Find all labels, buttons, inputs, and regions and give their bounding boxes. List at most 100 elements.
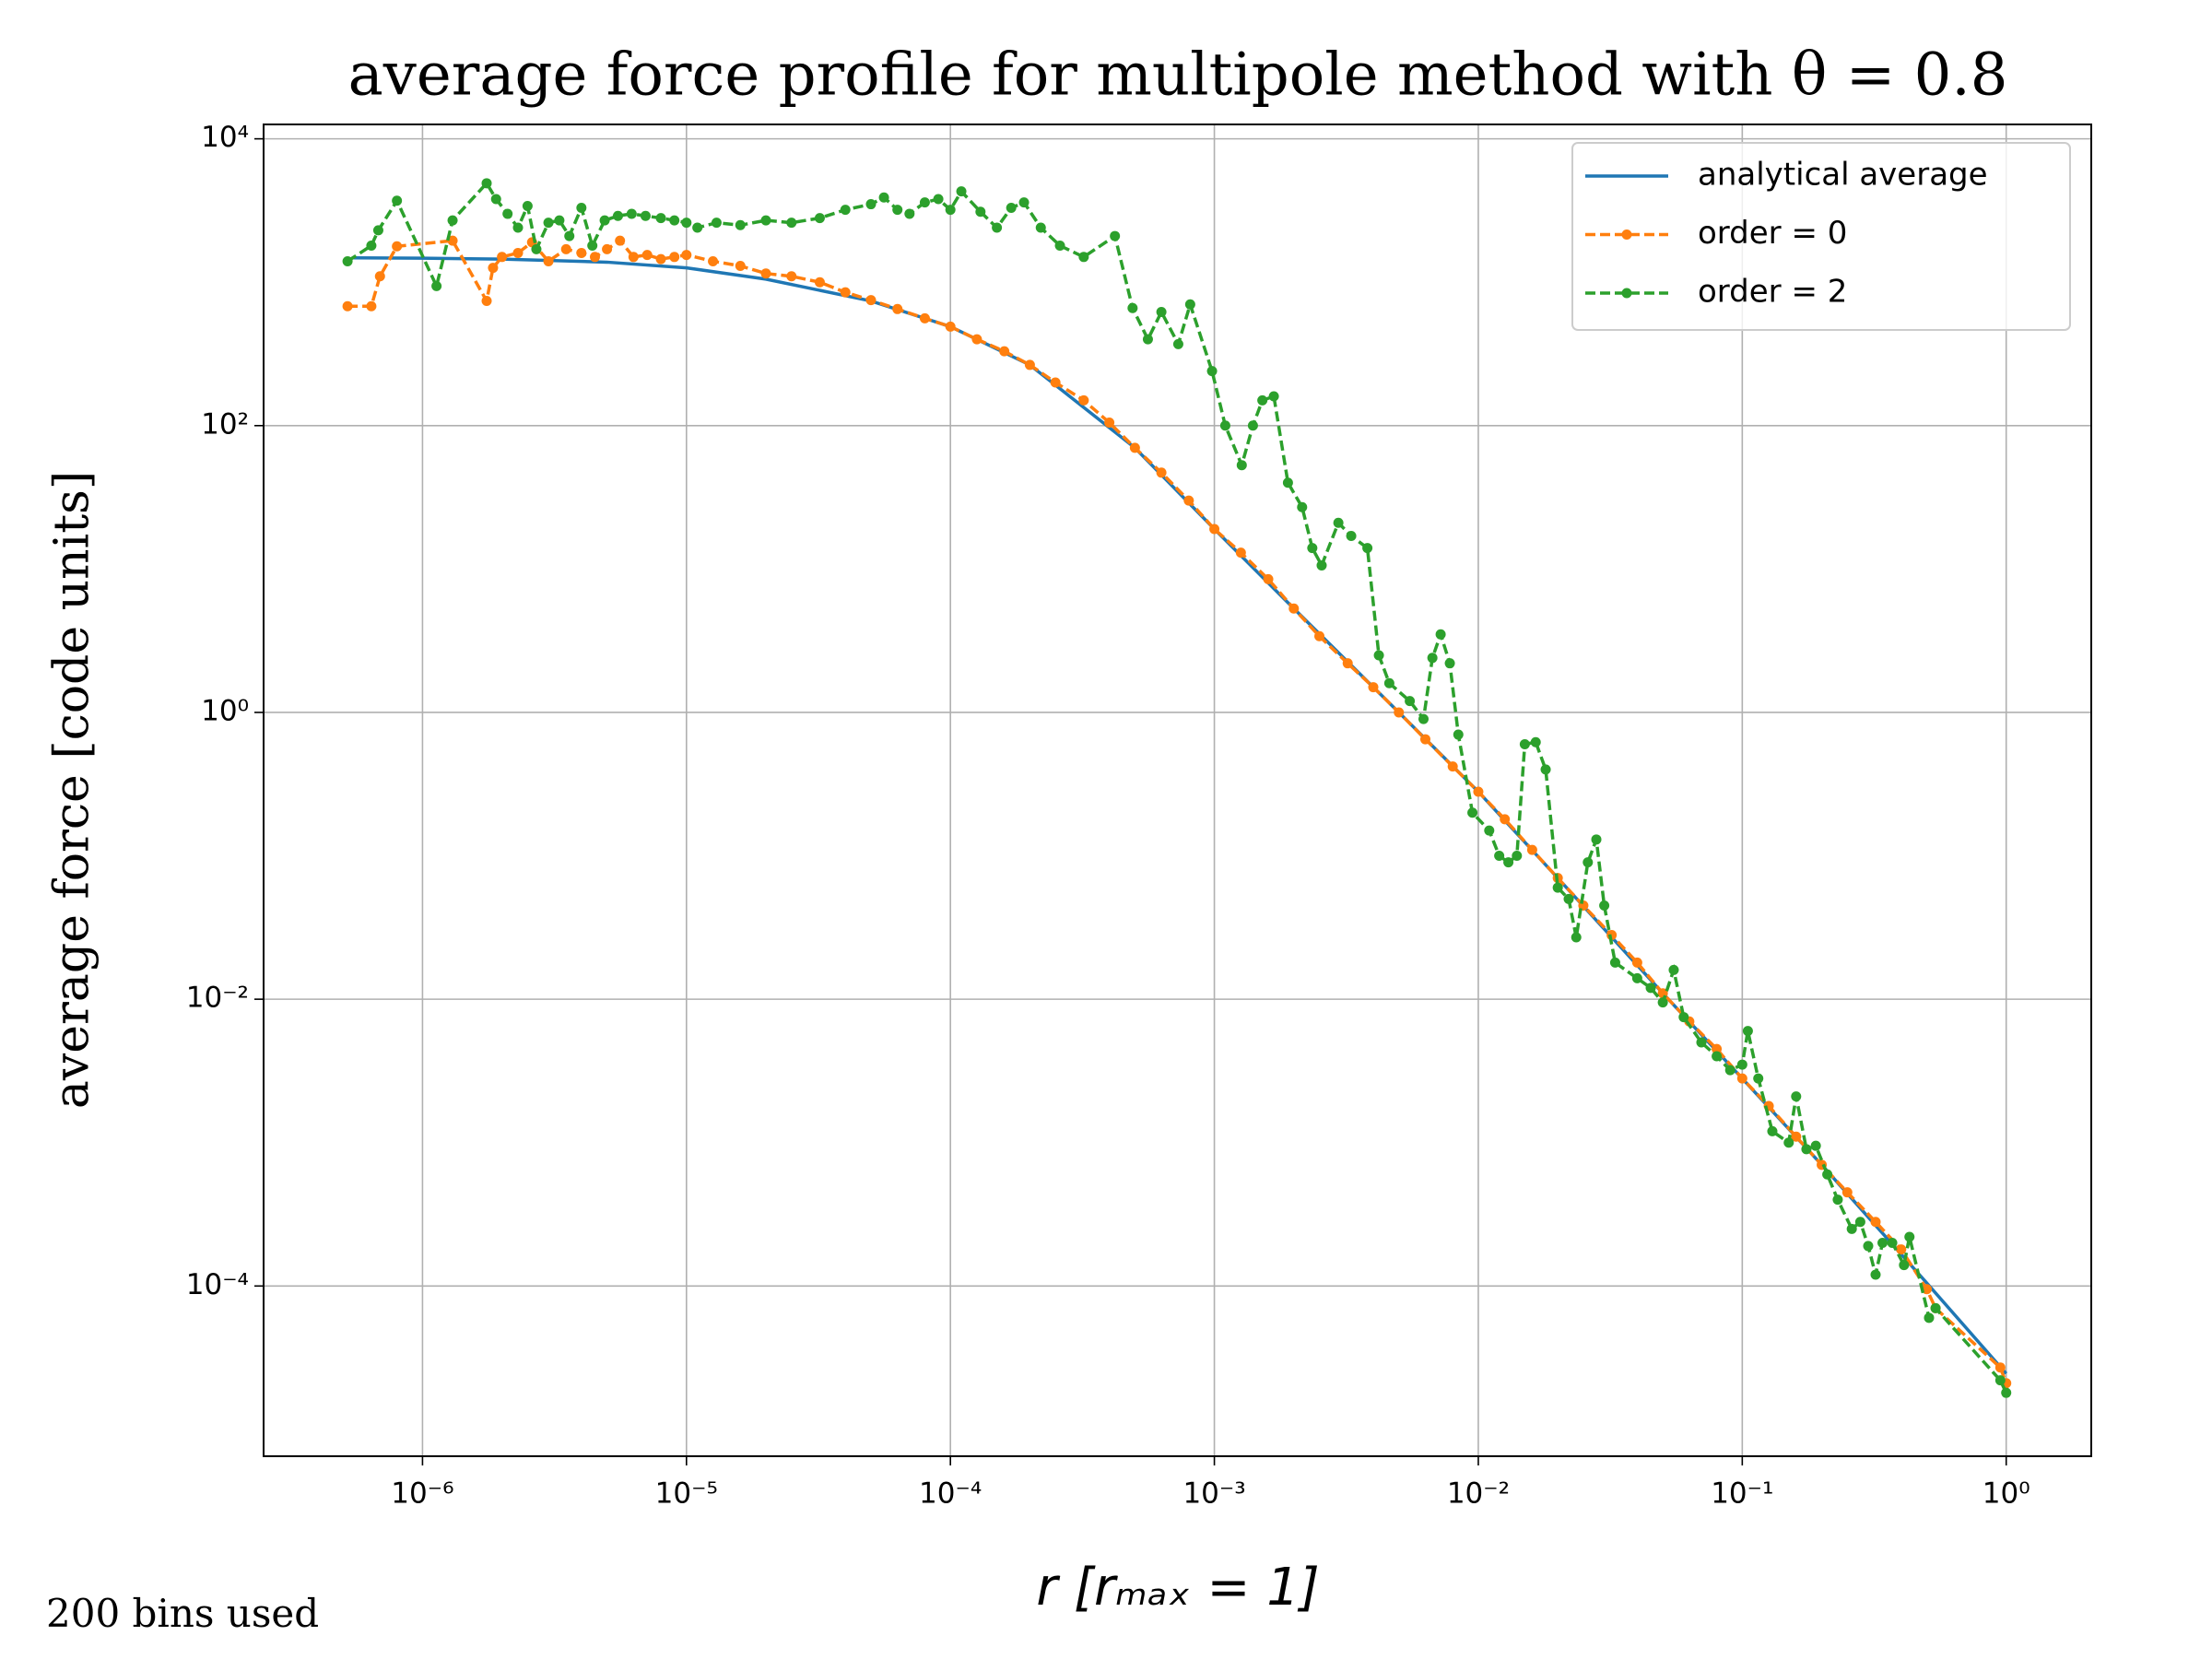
data-point: [342, 255, 353, 266]
data-point: [1854, 1217, 1865, 1228]
data-point: [1394, 707, 1405, 718]
data-point: [971, 334, 982, 345]
data-point: [490, 194, 501, 205]
data-point: [1383, 677, 1394, 688]
data-point: [1288, 603, 1300, 614]
data-point: [1712, 1043, 1723, 1054]
x-tick-label: 10⁻⁶: [391, 1477, 453, 1511]
data-point: [669, 252, 680, 263]
data-point: [1791, 1131, 1802, 1142]
data-point: [1236, 460, 1247, 471]
data-point: [1500, 814, 1511, 825]
data-point: [1127, 302, 1138, 313]
data-point: [1418, 713, 1429, 724]
data-point: [1591, 834, 1602, 845]
data-point: [1247, 420, 1258, 431]
data-point: [1583, 857, 1594, 868]
y-tick-label: 10⁻⁴: [186, 1268, 249, 1301]
data-point: [1142, 334, 1153, 345]
data-point: [1467, 807, 1478, 818]
data-point: [374, 271, 385, 282]
y-tick-label: 10⁴: [201, 121, 249, 154]
data-point: [1631, 972, 1642, 983]
data-point: [945, 205, 956, 216]
x-tick-label: 10⁻²: [1447, 1477, 1510, 1511]
data-point: [1930, 1302, 1941, 1313]
data-point: [1571, 932, 1582, 943]
data-point: [892, 205, 903, 216]
data-point: [512, 247, 524, 258]
data-point: [392, 195, 403, 206]
data-point: [1473, 786, 1484, 797]
legend-box: [1571, 142, 2071, 331]
legend-label: order = 0: [1698, 215, 1847, 252]
data-point: [366, 240, 377, 251]
data-point: [1841, 1187, 1853, 1198]
legend: analytical average order = 0 order = 2: [1571, 142, 2071, 331]
data-point: [1494, 851, 1505, 862]
data-point: [1006, 203, 1017, 214]
data-point: [392, 241, 403, 252]
data-point: [1484, 825, 1495, 836]
data-point: [1846, 1223, 1857, 1234]
data-point: [1184, 299, 1195, 310]
data-point: [1678, 1012, 1689, 1023]
data-point: [543, 255, 554, 266]
data-point: [975, 206, 986, 218]
data-point: [1078, 394, 1089, 406]
data-point: [933, 194, 944, 205]
data-point: [372, 225, 383, 236]
data-point: [878, 192, 889, 203]
grid: [264, 124, 2091, 1456]
legend-label: analytical average: [1698, 157, 1988, 194]
data-point: [615, 235, 626, 246]
data-point: [1282, 477, 1293, 488]
series-line: [347, 180, 2008, 1394]
data-point: [760, 268, 771, 279]
data-point: [1373, 650, 1384, 661]
data-point: [431, 280, 442, 291]
annotation: 200 bins used: [46, 1591, 319, 1636]
data-point: [1368, 682, 1379, 693]
data-point: [1183, 495, 1194, 506]
data-point: [1519, 738, 1530, 749]
legend-marker: [1621, 229, 1632, 240]
data-point: [1657, 997, 1668, 1008]
x-tick-label: 10⁻⁵: [655, 1477, 718, 1511]
data-point: [522, 201, 533, 212]
legend-label: order = 2: [1698, 274, 1847, 311]
data-point: [1342, 658, 1353, 669]
data-point: [1018, 197, 1030, 208]
ticks: 10⁻⁶ 10⁻⁵ 10⁻⁴ 10⁻³ 10⁻² 10⁻¹ 10⁰ 10⁻⁴ 10⁻² 10⁰ 10…: [186, 121, 2030, 1510]
data-point: [1219, 420, 1230, 431]
data-point: [587, 240, 598, 251]
x-tick-label: 10⁰: [1983, 1477, 2030, 1511]
data-point: [1994, 1375, 2006, 1386]
data-point: [1268, 391, 1279, 402]
data-point: [564, 230, 575, 241]
data-point: [1724, 1065, 1735, 1076]
data-point: [1419, 734, 1430, 745]
data-point: [1297, 501, 1308, 512]
data-point: [1924, 1312, 1935, 1324]
y-axis-label: average force [code units]: [45, 471, 100, 1109]
data-point: [602, 243, 613, 254]
data-point: [669, 215, 680, 226]
y-tick-label: 10⁻²: [186, 982, 249, 1015]
legend-marker: [1621, 288, 1632, 299]
data-point: [1104, 417, 1115, 428]
data-point: [599, 215, 610, 226]
data-point: [1767, 1125, 1778, 1136]
data-point: [1050, 377, 1061, 388]
data-point: [628, 252, 639, 263]
data-point: [1832, 1194, 1843, 1206]
data-point: [760, 215, 771, 226]
data-point: [1822, 1169, 1833, 1180]
data-point: [1362, 543, 1373, 554]
data-point: [1810, 1140, 1821, 1151]
data-point: [1712, 1051, 1723, 1062]
data-point: [1206, 366, 1218, 377]
data-point: [1078, 252, 1089, 263]
data-point: [1209, 524, 1220, 535]
